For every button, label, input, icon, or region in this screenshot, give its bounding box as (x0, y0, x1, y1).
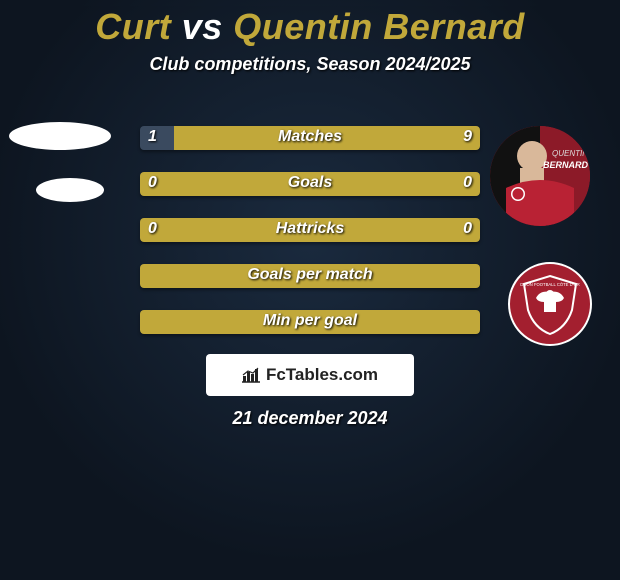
left-player-placeholder (9, 122, 111, 150)
stat-label: Goals (140, 174, 480, 192)
svg-text:QUENTIN: QUENTIN (552, 149, 588, 158)
badge-icon: DIJON FOOTBALL CÔTE D'OR (518, 272, 582, 336)
stat-value-right: 0 (463, 220, 472, 238)
left-player-placeholder (36, 178, 104, 202)
stat-label: Matches (140, 128, 480, 146)
title-vs: vs (182, 6, 234, 47)
bar-chart-icon (242, 366, 262, 384)
stat-value-left: 0 (148, 174, 157, 192)
stat-value-right: 0 (463, 174, 472, 192)
svg-text:BERNARD: BERNARD (543, 160, 589, 170)
date-label: 21 december 2024 (0, 408, 620, 429)
svg-text:DIJON FOOTBALL CÔTE D'OR: DIJON FOOTBALL CÔTE D'OR (520, 282, 580, 287)
stat-value-left: 0 (148, 220, 157, 238)
stat-bar: Goals0 0 (140, 172, 480, 196)
stat-bar: Goals per match (140, 264, 480, 288)
stat-label: Goals per match (140, 266, 480, 284)
stat-bar: Matches1 9 (140, 126, 480, 150)
avatar-image: BERNARD QUENTIN (490, 126, 590, 226)
page-title: Curt vs Quentin Bernard (0, 6, 620, 48)
subtitle: Club competitions, Season 2024/2025 (0, 54, 620, 75)
right-player-avatar: BERNARD QUENTIN (490, 126, 590, 226)
stat-label: Hattricks (140, 220, 480, 238)
right-club-badge: DIJON FOOTBALL CÔTE D'OR (508, 262, 592, 346)
logo-text: FcTables.com (266, 365, 378, 385)
comparison-bars: Matches19Goals00Hattricks00Goals per mat… (140, 126, 480, 356)
title-right: Quentin Bernard (233, 6, 525, 47)
stat-value-right: 9 (463, 128, 472, 146)
stat-value-left: 1 (148, 128, 157, 146)
stat-bar: Min per goal (140, 310, 480, 334)
title-left: Curt (95, 6, 171, 47)
stat-label: Min per goal (140, 312, 480, 330)
fctables-logo[interactable]: FcTables.com (206, 354, 414, 396)
stat-bar: Hattricks0 0 (140, 218, 480, 242)
